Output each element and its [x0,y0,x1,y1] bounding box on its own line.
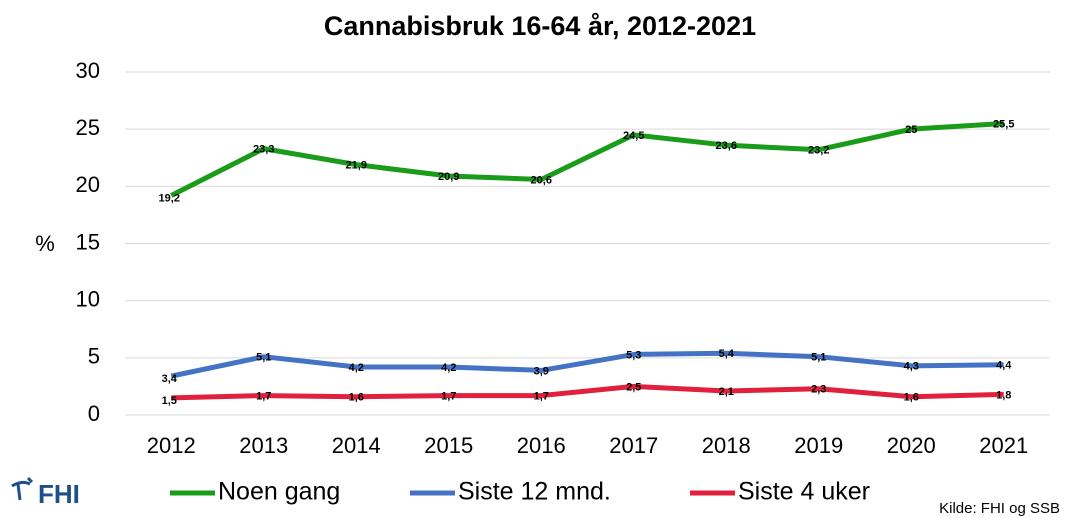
data-label: 1,8 [996,389,1011,401]
legend-label: Siste 4 uker [738,478,870,506]
x-tick-label: 2019 [794,433,843,458]
x-tick-label: 2017 [609,433,658,458]
data-label: 5,3 [626,349,641,361]
series-line [171,383,1004,401]
x-tick-label: 2012 [147,433,196,458]
data-label: 5,1 [256,352,271,364]
data-label: 19,2 [159,192,180,204]
y-tick-label: 15 [76,229,100,254]
data-label: 24,5 [623,130,644,142]
data-label: 1,7 [441,390,456,402]
y-tick-label: 30 [76,58,100,83]
x-tick-label: 2014 [332,433,381,458]
x-tick-label: 2021 [979,433,1028,458]
data-label: 4,2 [349,362,364,374]
data-label: 2,5 [626,381,641,393]
x-tick-label: 2015 [424,433,473,458]
data-label: 25,5 [993,118,1014,130]
data-label: 5,4 [719,348,735,360]
y-tick-label: 20 [76,172,100,197]
legend-label: Siste 12 mnd. [458,478,611,506]
data-label: 1,7 [534,390,549,402]
logo: FHI [38,479,80,509]
data-label: 4,3 [904,361,919,373]
source: Kilde: FHI og SSB [939,500,1060,517]
data-label: 23,6 [716,140,737,152]
data-label: 5,1 [811,352,826,364]
x-tick-label: 2018 [702,433,751,458]
data-label: 3,9 [534,365,549,377]
data-label: 2,3 [811,384,826,396]
x-tick-label: 2016 [517,433,566,458]
series-line [170,350,1004,379]
y-tick-label: 25 [76,115,100,140]
data-label: 2,1 [719,386,734,398]
y-tick-label: 5 [88,344,100,369]
data-label: 1,7 [256,390,271,402]
logo-icon [11,476,34,501]
data-label: 1,6 [349,392,364,404]
data-label: 23,2 [808,145,829,157]
data-label: 1,5 [162,395,177,407]
legend-label: Noen gang [218,478,340,506]
chart-title: Cannabisbruk 16-64 år, 2012-2021 [324,11,756,41]
x-tick-label: 2020 [887,433,936,458]
data-label: 1,6 [904,392,919,404]
series-line [170,120,1004,198]
data-label: 21,9 [346,160,367,172]
data-label: 20,9 [438,171,459,183]
x-tick-label: 2013 [239,433,288,458]
data-label: 25 [905,124,917,136]
data-label: 4,4 [996,360,1012,372]
y-axis-label: % [35,231,55,256]
data-label: 23,3 [253,144,274,156]
data-label: 20,6 [531,174,552,186]
data-label: 4,2 [441,362,456,374]
y-tick-label: 10 [76,286,100,311]
y-tick-label: 0 [88,401,100,426]
data-label: 3,4 [162,373,178,385]
